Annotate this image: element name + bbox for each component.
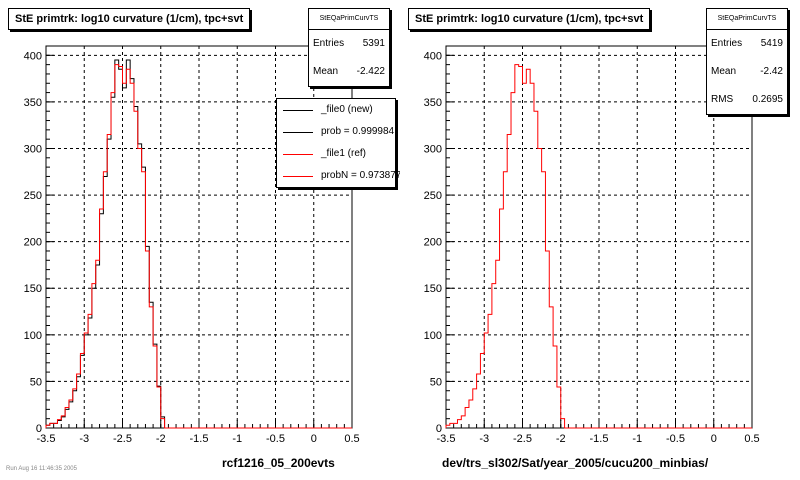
- right-stats-title: StEQaPrimCurvTS: [707, 9, 787, 30]
- x-tick-label: -2.5: [513, 433, 532, 445]
- right-histogram-panel: -3.5 -3 -2.5 -2 -1.5 -1 -0.5 0 0.5 0 50 100 150 200 25…: [400, 0, 800, 480]
- x-tick-label: 0: [711, 433, 717, 445]
- left-stats-mean: Mean -2.422: [309, 58, 389, 86]
- x-tick-label: -0.5: [266, 433, 285, 445]
- stats-label: Mean: [313, 66, 339, 77]
- x-tick-label: -3: [479, 433, 489, 445]
- right-histogram-chart: -3.5 -3 -2.5 -2 -1.5 -1 -0.5 0 0.5 0 50 100 150 200 25…: [424, 45, 760, 445]
- y-tick-label: 250: [424, 190, 442, 202]
- left-stats-title: StEQaPrimCurvTS: [309, 9, 389, 30]
- histogram-series-0: [445, 64, 752, 429]
- legend-line-black: [283, 110, 313, 111]
- left-timestamp-note: Run Aug 16 11:46:35 2005: [6, 466, 77, 472]
- stats-value: -2.42: [760, 66, 783, 77]
- x-tick-label: -3.5: [37, 433, 56, 445]
- y-tick-label: 50: [430, 376, 442, 388]
- right-chart-title: StE primtrk: log10 curvature (1/cm), tpc…: [408, 8, 651, 30]
- right-stats-box: StEQaPrimCurvTS Entries 5419 Mean -2.42 …: [706, 8, 788, 115]
- stats-label: Entries: [313, 38, 345, 49]
- stats-label: RMS: [711, 94, 734, 105]
- x-tick-label: -2: [156, 433, 166, 445]
- legend-entry-prob: prob = 0.999984: [277, 121, 395, 143]
- left-legend: _file0 (new) prob = 0.999984 _file1 (ref…: [276, 98, 401, 188]
- y-tick-label: 50: [30, 376, 42, 388]
- stats-value: -2.422: [356, 66, 385, 77]
- legend-entry-probn: probN = 0.973877: [277, 165, 401, 187]
- legend-line-red: [283, 176, 313, 177]
- y-tick-label: 350: [24, 97, 42, 109]
- right-stats-rms: RMS 0.2695: [707, 86, 787, 114]
- y-tick-label: 300: [424, 143, 442, 155]
- y-tick-label: 350: [424, 97, 442, 109]
- y-tick-label: 150: [424, 283, 442, 295]
- y-tick-label: 100: [424, 330, 442, 342]
- y-tick-label: 100: [24, 330, 42, 342]
- x-tick-label: -1: [632, 433, 642, 445]
- x-tick-label: -2.5: [113, 433, 132, 445]
- y-tick-label: 300: [24, 143, 42, 155]
- x-tick-label: 0.5: [744, 433, 759, 445]
- left-histogram-panel: -3.5 -3 -2.5 -2 -1.5 -1 -0.5 0 0.5 0 50 100 150 200 25…: [6, 8, 402, 472]
- x-tick-label: -1.5: [190, 433, 209, 445]
- x-tick-label: 0.5: [344, 433, 359, 445]
- x-tick-label: -1.5: [590, 433, 609, 445]
- x-tick-label: 0: [311, 433, 317, 445]
- left-stats-box: StEQaPrimCurvTS Entries 5391 Mean -2.422: [308, 8, 390, 87]
- stats-label: Mean: [711, 66, 737, 77]
- stats-value: 0.2695: [752, 94, 783, 105]
- y-tick-label: 200: [24, 237, 42, 249]
- x-tick-label: -3: [79, 433, 89, 445]
- legend-label: _file0 (new): [321, 104, 373, 115]
- stats-value: 5419: [760, 38, 783, 49]
- y-tick-label: 200: [424, 237, 442, 249]
- legend-label: _file1 (ref): [321, 148, 367, 159]
- x-tick-label: -2: [556, 433, 566, 445]
- y-tick-label: 0: [36, 423, 42, 435]
- legend-line-red: [283, 154, 313, 155]
- stats-value: 5391: [362, 38, 385, 49]
- legend-entry-file1: _file1 (ref): [277, 143, 395, 165]
- histogram-series-1: [45, 64, 352, 429]
- stats-label: Entries: [711, 38, 743, 49]
- y-tick-label: 250: [24, 190, 42, 202]
- legend-label: probN = 0.973877: [321, 170, 402, 181]
- right-stats-mean: Mean -2.42: [707, 58, 787, 86]
- right-stats-entries: Entries 5419: [707, 30, 787, 58]
- right-x-axis-label: dev/trs_sl302/Sat/year_2005/cucu200_minb…: [442, 456, 709, 470]
- y-tick-label: 400: [24, 50, 42, 62]
- y-tick-label: 150: [24, 283, 42, 295]
- left-chart-title: StE primtrk: log10 curvature (1/cm), tpc…: [8, 8, 251, 30]
- legend-label: prob = 0.999984: [321, 126, 395, 137]
- y-tick-label: 0: [436, 423, 442, 435]
- x-tick-label: -3.5: [437, 433, 456, 445]
- legend-entry-file0: _file0 (new): [277, 99, 395, 121]
- x-tick-label: -1: [232, 433, 242, 445]
- left-stats-entries: Entries 5391: [309, 30, 389, 58]
- y-tick-label: 400: [424, 50, 442, 62]
- x-tick-label: -0.5: [666, 433, 685, 445]
- legend-line-black: [283, 132, 313, 133]
- left-x-axis-label: rcf1216_05_200evts: [222, 456, 335, 470]
